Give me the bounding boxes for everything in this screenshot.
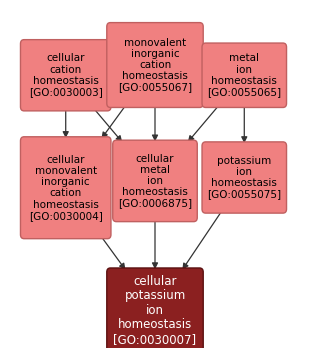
Text: cellular
metal
ion
homeostasis
[GO:0006875]: cellular metal ion homeostasis [GO:00068… [118, 153, 192, 208]
Text: monovalent
inorganic
cation
homeostasis
[GO:0055067]: monovalent inorganic cation homeostasis … [118, 38, 192, 92]
FancyBboxPatch shape [20, 40, 111, 111]
Text: metal
ion
homeostasis
[GO:0055065]: metal ion homeostasis [GO:0055065] [207, 54, 281, 97]
FancyBboxPatch shape [107, 268, 203, 353]
FancyBboxPatch shape [20, 137, 111, 239]
FancyBboxPatch shape [202, 43, 286, 108]
FancyBboxPatch shape [113, 140, 197, 222]
Text: cellular
monovalent
inorganic
cation
homeostasis
[GO:0030004]: cellular monovalent inorganic cation hom… [29, 155, 103, 221]
FancyBboxPatch shape [107, 23, 203, 108]
FancyBboxPatch shape [202, 142, 286, 213]
Text: potassium
ion
homeostasis
[GO:0055075]: potassium ion homeostasis [GO:0055075] [207, 156, 281, 199]
Text: cellular
cation
homeostasis
[GO:0030003]: cellular cation homeostasis [GO:0030003] [29, 54, 103, 97]
Text: cellular
potassium
ion
homeostasis
[GO:0030007]: cellular potassium ion homeostasis [GO:0… [113, 275, 197, 346]
